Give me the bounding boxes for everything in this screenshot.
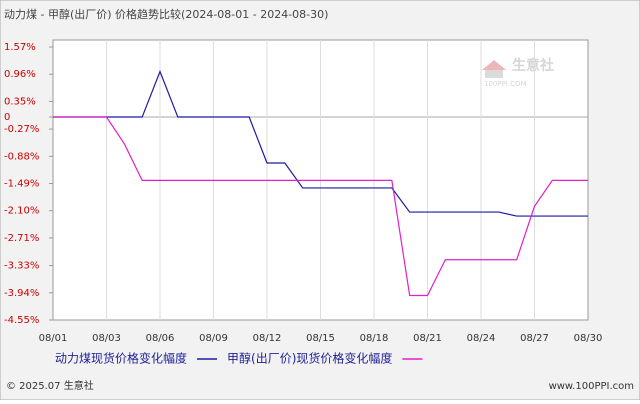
y-tick-label: -3.94% — [4, 288, 39, 299]
y-tick-label: -0.27% — [4, 124, 39, 135]
watermark-sub: 100PPI.COM — [484, 80, 527, 88]
series-line — [53, 69, 588, 217]
x-tick-label: 08/18 — [360, 333, 389, 344]
x-tick-label: 08/12 — [253, 333, 282, 344]
y-tick-label: 0 — [4, 112, 10, 123]
watermark-icon — [485, 70, 503, 78]
x-tick-label: 08/24 — [467, 333, 496, 344]
y-tick-label: -4.55% — [4, 315, 39, 326]
y-tick-label: 0.96% — [4, 69, 36, 80]
legend-label: 甲醇(出厂价)现货价格变化幅度 — [227, 351, 392, 366]
watermark-text: 生意社 — [512, 57, 554, 74]
legend-label: 动力煤现货价格变化幅度 — [55, 351, 187, 366]
x-tick-label: 08/30 — [574, 333, 603, 344]
x-tick-label: 08/15 — [306, 333, 335, 344]
website: www.100PPI.com — [549, 381, 634, 392]
x-tick-label: 08/06 — [146, 333, 175, 344]
x-tick-label: 08/03 — [92, 333, 121, 344]
x-tick-label: 08/09 — [199, 333, 228, 344]
y-tick-label: 1.57% — [4, 42, 36, 53]
chart-title: 动力煤 - 甲醇(出厂价) 价格趋势比较(2024-08-01 - 2024-0… — [4, 7, 328, 21]
x-tick-label: 08/27 — [520, 333, 549, 344]
y-tick-label: -1.49% — [4, 179, 39, 190]
y-tick-label: -2.10% — [4, 206, 39, 217]
x-tick-label: 08/01 — [39, 333, 68, 344]
watermark-icon — [482, 60, 506, 70]
y-tick-label: -0.88% — [4, 151, 39, 162]
y-tick-label: 0.35% — [4, 96, 36, 107]
y-tick-label: -2.71% — [4, 233, 39, 244]
series-line — [53, 116, 588, 297]
y-tick-label: -3.33% — [4, 261, 39, 272]
x-tick-label: 08/21 — [413, 333, 442, 344]
watermark: 生意社 100PPI.COM — [482, 57, 554, 88]
source: © 2025.07 生意社 — [6, 379, 94, 392]
